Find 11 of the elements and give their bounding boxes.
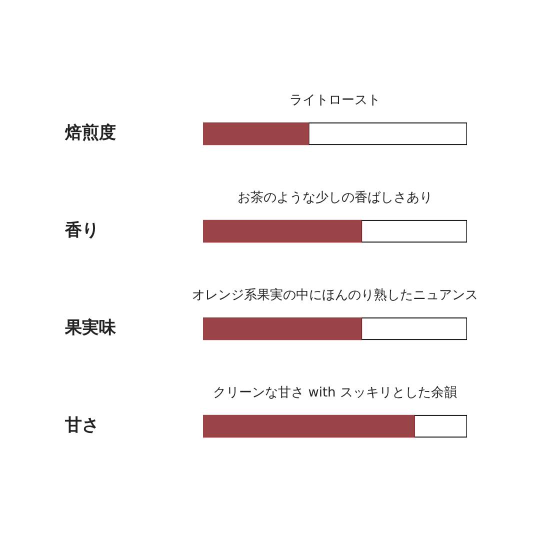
y-tick-label: 香り bbox=[64, 220, 99, 241]
annotation: オレンジ系果実の中にほんのり熟したニュアンス bbox=[192, 287, 478, 304]
bar bbox=[203, 414, 415, 438]
bar bbox=[203, 122, 309, 146]
bar bbox=[203, 220, 362, 243]
annotation: お茶のような少しの香ばしさあり bbox=[238, 190, 432, 206]
y-tick-label: 甘さ bbox=[64, 416, 99, 436]
annotation: クリーンな甘さ with スッキリとした余韻 bbox=[213, 386, 457, 401]
annotation: ライトロースト bbox=[290, 93, 380, 108]
y-tick-label: 果実味 bbox=[64, 318, 117, 338]
bar bbox=[203, 317, 362, 340]
